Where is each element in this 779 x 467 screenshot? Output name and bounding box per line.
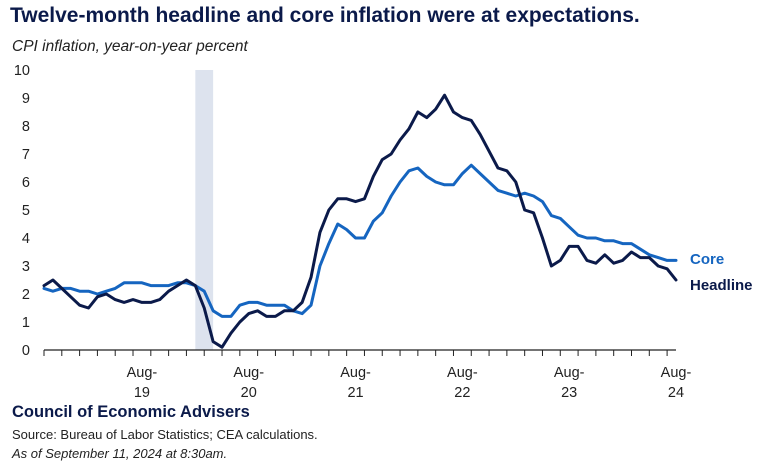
legend-label-core: Core <box>690 251 724 268</box>
y-tick-label: 2 <box>22 287 30 303</box>
x-tick-label-year: 24 <box>668 385 684 400</box>
x-tick-label: Aug- <box>340 365 371 381</box>
x-tick-label-year: 21 <box>347 385 363 400</box>
x-tick-label-year: 22 <box>454 385 470 400</box>
chart-subtitle: CPI inflation, year-on-year percent <box>12 38 248 55</box>
y-tick-label: 7 <box>22 147 30 163</box>
y-tick-label: 4 <box>22 231 30 247</box>
recession-shading <box>195 70 214 350</box>
source-note: Source: Bureau of Labor Statistics; CEA … <box>12 427 318 442</box>
timestamp-note: As of September 11, 2024 at 8:30am. <box>12 446 228 461</box>
series-line-headline <box>42 93 678 349</box>
chart-title: Twelve-month headline and core inflation… <box>10 4 640 27</box>
y-tick-label: 8 <box>22 119 30 135</box>
y-tick-label: 9 <box>22 91 30 107</box>
y-tick-label: 6 <box>22 175 30 191</box>
series-line-core <box>42 163 678 318</box>
inflation-line-chart: 012345678910Aug-19Aug-20Aug-21Aug-22Aug-… <box>14 63 753 400</box>
x-tick-label: Aug- <box>661 365 692 381</box>
x-tick-label: Aug- <box>127 365 158 381</box>
y-tick-label: 5 <box>22 203 30 219</box>
x-tick-label: Aug- <box>554 365 585 381</box>
x-tick-label-year: 19 <box>134 385 150 400</box>
x-tick-label-year: 23 <box>561 385 577 400</box>
y-tick-label: 1 <box>22 315 30 331</box>
x-tick-label-year: 20 <box>241 385 257 400</box>
y-tick-label: 0 <box>22 343 30 359</box>
organization-name: Council of Economic Advisers <box>12 403 250 421</box>
x-tick-label: Aug- <box>233 365 264 381</box>
y-tick-label: 10 <box>14 63 30 79</box>
y-tick-label: 3 <box>22 259 30 275</box>
legend-label-headline: Headline <box>690 277 753 294</box>
x-tick-label: Aug- <box>447 365 478 381</box>
